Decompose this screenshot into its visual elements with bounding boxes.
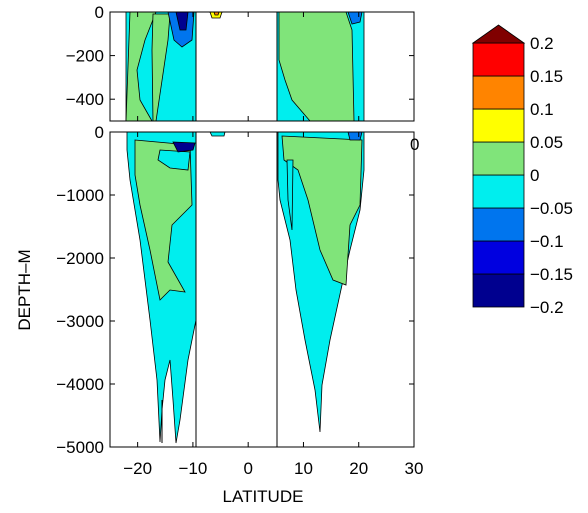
contour-region [134,139,193,301]
y-tick-label: −4000 [56,375,104,394]
colorbar-label: 0.15 [530,67,563,86]
colorbar-label: 0 [530,166,539,185]
contour-region [286,159,294,231]
contour-region [172,141,196,153]
upper-panel: 0 −200 −400 [66,3,415,122]
contour-region [281,135,363,286]
land-mask [197,133,276,447]
y-tick-label: −200 [66,47,104,66]
x-tick-label: 20 [349,459,368,478]
colorbar-label: 0.1 [530,100,554,119]
colorbar-label: −0.15 [530,265,573,284]
y-tick-label: −400 [66,90,104,109]
y-tick-label: −3000 [56,312,104,331]
colorbar-extend-arrow [471,24,526,44]
colorbar-swatch [472,141,525,176]
clipped-tick-label: 0 [410,135,419,154]
y-tick-label: 0 [95,3,104,22]
colorbar-label: 0.05 [530,133,563,152]
x-tick-label: 30 [405,459,424,478]
colorbar-swatch [472,174,525,209]
plot-frame [109,11,415,122]
colorbar-swatch [472,108,525,143]
colorbar-label: 0.2 [530,34,554,53]
y-tick-label: −2000 [56,249,104,268]
plot-frame [109,131,415,448]
x-axis-label: LATITUDE [223,487,304,506]
y-tick-label: −5000 [56,438,104,457]
x-tick-label: 10 [294,459,313,478]
lower-panel: 0 −1000 −2000 −3000 −4000 −5000 [56,123,415,457]
colorbar-label: −0.1 [530,232,564,251]
colorbar-swatch [472,207,525,242]
colorbar-swatch [472,240,525,275]
x-tick-label: 0 [243,459,252,478]
y-axis-label: DEPTH–M [15,249,34,330]
colorbar-label: −0.2 [530,298,564,317]
colorbar-label: −0.05 [530,199,573,218]
colorbar-swatch [472,273,525,308]
contour-region [347,131,363,141]
colorbar-swatch [472,75,525,110]
colorbar: 0.2 0.15 0.1 0.05 0 −0.05 −0.1 −0.15 −0.2 [471,24,573,317]
contour-region [157,149,191,171]
x-tick-label: −10 [178,459,207,478]
colorbar-swatch [472,42,525,77]
x-tick-label: −20 [123,459,152,478]
y-tick-label: 0 [95,123,104,142]
y-tick-label: −1000 [56,186,104,205]
land-mask [197,13,276,121]
contour-region [209,131,226,137]
